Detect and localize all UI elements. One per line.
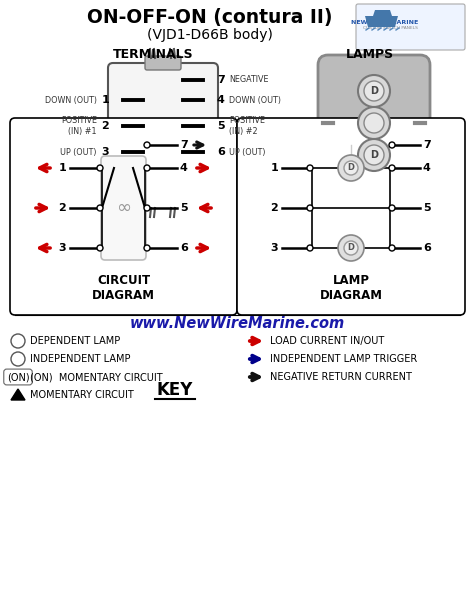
Circle shape xyxy=(389,245,395,251)
Text: NEGATIVE: NEGATIVE xyxy=(229,75,268,85)
FancyBboxPatch shape xyxy=(101,156,146,260)
Text: 5: 5 xyxy=(217,121,225,131)
FancyBboxPatch shape xyxy=(145,56,181,70)
Circle shape xyxy=(364,113,384,133)
Text: CIRCUIT
DIAGRAM: CIRCUIT DIAGRAM xyxy=(92,274,155,302)
Text: 7: 7 xyxy=(217,75,225,85)
Text: ∞: ∞ xyxy=(116,199,131,217)
Text: DOWN (OUT): DOWN (OUT) xyxy=(229,96,281,104)
Circle shape xyxy=(364,145,384,165)
FancyBboxPatch shape xyxy=(318,55,430,213)
Text: 4: 4 xyxy=(423,163,431,173)
Circle shape xyxy=(344,161,358,175)
Text: DEPENDENT LAMP: DEPENDENT LAMP xyxy=(30,336,120,346)
Text: (VJD1-D66B body): (VJD1-D66B body) xyxy=(147,28,273,42)
FancyBboxPatch shape xyxy=(10,118,237,315)
Circle shape xyxy=(389,142,395,148)
Polygon shape xyxy=(365,16,398,27)
Circle shape xyxy=(144,205,150,211)
Text: CUSTOM SWITCH PANELS: CUSTOM SWITCH PANELS xyxy=(363,26,418,30)
Circle shape xyxy=(97,245,103,251)
Circle shape xyxy=(144,142,150,148)
Circle shape xyxy=(307,205,313,211)
Text: 1: 1 xyxy=(270,163,278,173)
FancyBboxPatch shape xyxy=(145,196,181,210)
Text: D: D xyxy=(347,243,355,253)
Text: INDEPENDENT LAMP: INDEPENDENT LAMP xyxy=(30,354,130,364)
Circle shape xyxy=(344,241,358,255)
Text: 5: 5 xyxy=(180,203,188,213)
Text: LAMPS: LAMPS xyxy=(346,48,394,61)
Text: UP (OUT): UP (OUT) xyxy=(229,148,265,156)
Text: LAMP
DIAGRAM: LAMP DIAGRAM xyxy=(319,274,383,302)
Circle shape xyxy=(358,139,390,171)
Circle shape xyxy=(97,205,103,211)
Circle shape xyxy=(338,155,364,181)
Text: POSITIVE
(IN) #2: POSITIVE (IN) #2 xyxy=(229,116,265,135)
Circle shape xyxy=(307,245,313,251)
Text: NEW WIRE MARINE: NEW WIRE MARINE xyxy=(351,20,418,25)
Circle shape xyxy=(144,245,150,251)
Text: D: D xyxy=(347,164,355,172)
Text: MOMENTARY CIRCUIT: MOMENTARY CIRCUIT xyxy=(30,390,134,400)
Text: 6: 6 xyxy=(423,243,431,253)
Text: 2: 2 xyxy=(270,203,278,213)
Text: (ON)  MOMENTARY CIRCUIT: (ON) MOMENTARY CIRCUIT xyxy=(30,372,163,382)
FancyBboxPatch shape xyxy=(237,118,465,315)
Text: 4: 4 xyxy=(217,95,225,105)
Text: INDEPENDENT LAMP TRIGGER: INDEPENDENT LAMP TRIGGER xyxy=(270,354,417,364)
Text: 3: 3 xyxy=(101,147,109,157)
Circle shape xyxy=(11,334,25,348)
Text: KEY: KEY xyxy=(157,381,193,399)
Text: LOAD CURRENT IN/OUT: LOAD CURRENT IN/OUT xyxy=(270,336,384,346)
Circle shape xyxy=(358,107,390,139)
Text: (ON): (ON) xyxy=(7,372,29,382)
Text: 2: 2 xyxy=(58,203,66,213)
Polygon shape xyxy=(373,10,392,16)
FancyBboxPatch shape xyxy=(108,63,218,203)
Text: 1: 1 xyxy=(58,163,66,173)
Circle shape xyxy=(11,352,25,366)
Text: UP (OUT): UP (OUT) xyxy=(61,148,97,156)
Circle shape xyxy=(338,235,364,261)
Text: ON-OFF-ON (contura II): ON-OFF-ON (contura II) xyxy=(87,9,333,28)
Text: 4: 4 xyxy=(180,163,188,173)
Text: DOWN (OUT): DOWN (OUT) xyxy=(45,96,97,104)
Text: 2: 2 xyxy=(101,121,109,131)
Text: 3: 3 xyxy=(58,243,66,253)
Circle shape xyxy=(97,165,103,171)
Circle shape xyxy=(307,165,313,171)
Circle shape xyxy=(364,81,384,101)
Circle shape xyxy=(389,205,395,211)
Text: 7: 7 xyxy=(180,140,188,150)
Text: D: D xyxy=(370,86,378,96)
Text: 3: 3 xyxy=(270,243,278,253)
Circle shape xyxy=(358,75,390,107)
Polygon shape xyxy=(11,389,25,400)
Text: 1: 1 xyxy=(101,95,109,105)
Text: D: D xyxy=(370,150,378,160)
Text: 7: 7 xyxy=(423,140,431,150)
Circle shape xyxy=(144,165,150,171)
Text: 5: 5 xyxy=(423,203,430,213)
Text: NEGATIVE RETURN CURRENT: NEGATIVE RETURN CURRENT xyxy=(270,372,412,382)
Circle shape xyxy=(389,165,395,171)
Text: 6: 6 xyxy=(180,243,188,253)
Text: POSITIVE
(IN) #1: POSITIVE (IN) #1 xyxy=(61,116,97,135)
Text: TERMINALS: TERMINALS xyxy=(113,48,193,61)
Text: 6: 6 xyxy=(217,147,225,157)
FancyBboxPatch shape xyxy=(356,4,465,50)
Text: www.NewWireMarine.com: www.NewWireMarine.com xyxy=(129,316,345,332)
